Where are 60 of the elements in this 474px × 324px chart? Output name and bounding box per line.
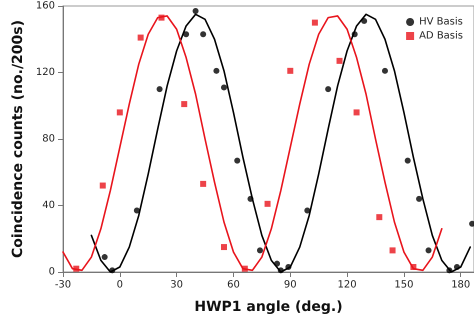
point <box>312 20 318 26</box>
point <box>336 58 343 64</box>
point <box>446 267 452 274</box>
point <box>138 34 144 41</box>
point <box>376 214 382 220</box>
x-tick-label: 90 <box>284 280 297 290</box>
x-axis-title: HWP1 angle (deg.) <box>194 299 343 315</box>
point <box>73 266 80 272</box>
y-tick-label: 0 <box>48 266 55 278</box>
point <box>158 14 164 21</box>
point <box>248 196 254 202</box>
x-tick-label: 150 <box>394 280 414 290</box>
point <box>352 31 358 38</box>
point <box>192 8 199 14</box>
point <box>416 196 422 202</box>
legend-label: HV Basis <box>419 16 463 28</box>
point <box>469 220 474 227</box>
point <box>102 254 108 260</box>
point <box>325 86 332 92</box>
y-tick-label: 160 <box>36 0 55 12</box>
x-tick-label: 180 <box>451 280 470 290</box>
point <box>183 31 190 38</box>
point <box>274 260 280 267</box>
point <box>404 158 411 164</box>
point <box>220 84 227 90</box>
point <box>100 182 106 189</box>
point <box>256 247 263 254</box>
point <box>116 109 123 116</box>
point <box>454 264 460 270</box>
y-tick-label: 120 <box>36 67 55 78</box>
legend-label: AD Basis <box>419 30 463 42</box>
point <box>181 101 188 108</box>
x-tick-label: 60 <box>227 280 240 290</box>
x-tick-label: -30 <box>54 280 72 290</box>
point <box>156 86 163 92</box>
y-axis-title: Coincidence counts (no./200s) <box>10 20 26 258</box>
point <box>304 207 310 214</box>
point <box>410 264 416 270</box>
point <box>242 266 248 272</box>
point <box>213 68 220 74</box>
point <box>200 180 206 187</box>
y-tick-label: 80 <box>42 134 55 144</box>
x-tick-label: 120 <box>338 280 357 290</box>
point <box>234 158 240 164</box>
y-tick-label: 40 <box>42 200 55 211</box>
point <box>264 200 271 207</box>
point <box>287 68 294 74</box>
point <box>278 267 284 274</box>
point <box>390 247 396 254</box>
point <box>220 244 227 250</box>
point <box>109 267 116 274</box>
x-tick-label: 30 <box>170 280 184 290</box>
x-tick-label: 0 <box>116 280 124 290</box>
point <box>382 68 388 74</box>
point <box>134 207 140 214</box>
point <box>285 264 292 270</box>
point <box>200 31 206 38</box>
point <box>361 18 368 24</box>
point <box>354 109 360 116</box>
point <box>426 247 432 254</box>
